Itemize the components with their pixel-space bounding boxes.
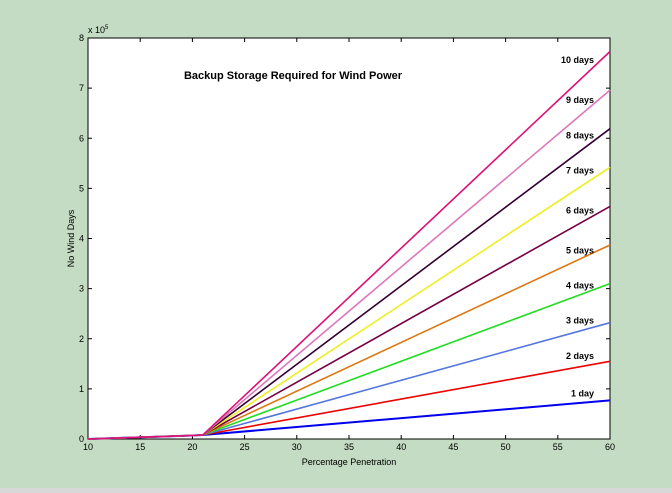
series-label-2: 2 days [566, 351, 594, 361]
y-axis-exponent: x 105 [88, 25, 109, 35]
y-tick-label: 5 [79, 183, 84, 193]
series-labels: 1 day 2 days 3 days 4 days 5 days 6 days 7 day… [561, 55, 594, 398]
series-label-8: 8 days [566, 130, 594, 140]
y-tick-label: 1 [79, 384, 84, 394]
chart-title: Backup Storage Required for Wind Power [184, 70, 403, 82]
series-label-6: 6 days [566, 205, 594, 215]
y-tick-label: 4 [79, 234, 84, 244]
series-label-4: 4 days [566, 281, 594, 291]
series-lines [87, 50, 611, 440]
window-bottom-strip [0, 488, 672, 493]
series-label-3: 3 days [566, 316, 594, 326]
y-tick-label: 0 [79, 434, 84, 444]
x-tick-label: 25 [240, 442, 250, 452]
series-label-7: 7 days [566, 165, 594, 175]
y-tick-label: 7 [79, 83, 84, 93]
x-tick-label: 15 [135, 442, 145, 452]
x-tick-label: 60 [605, 442, 615, 452]
y-tick-label: 6 [79, 133, 84, 143]
series-label-10: 10 days [561, 55, 594, 65]
x-axis-label: Percentage Penetration [302, 457, 397, 467]
series-label-9: 9 days [566, 95, 594, 105]
y-tick-label: 8 [79, 33, 84, 43]
x-tick-label: 30 [292, 442, 302, 452]
x-tick-label: 50 [501, 442, 511, 452]
x-tick-label: 40 [396, 442, 406, 452]
series-line-10 [87, 50, 611, 440]
y-tick-label: 2 [79, 334, 84, 344]
x-tick-label: 10 [83, 442, 93, 452]
x-tick-label: 45 [448, 442, 458, 452]
y-axis-exponent-base: x 10 [88, 25, 105, 35]
plot-area [87, 37, 611, 440]
x-tick-label: 20 [187, 442, 197, 452]
series-label-1: 1 day [571, 388, 594, 398]
y-tick-label: 3 [79, 284, 84, 294]
series-label-5: 5 days [566, 246, 594, 256]
y-axis-label: No Wind Days [66, 209, 76, 267]
x-tick-label: 55 [553, 442, 563, 452]
y-axis-exponent-power: 5 [105, 25, 109, 31]
x-tick-label: 35 [344, 442, 354, 452]
